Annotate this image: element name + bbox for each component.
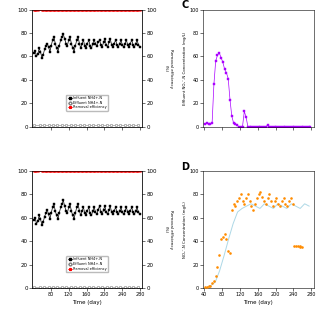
Point bbox=[300, 244, 305, 250]
Point bbox=[213, 274, 218, 279]
Point bbox=[220, 234, 225, 239]
Point bbox=[245, 192, 251, 197]
Point bbox=[244, 196, 249, 201]
Point bbox=[268, 199, 274, 204]
Point bbox=[240, 199, 245, 204]
Y-axis label: Removal efficiency
(%): Removal efficiency (%) bbox=[164, 210, 173, 249]
Point bbox=[206, 283, 211, 288]
Point bbox=[283, 201, 288, 206]
Point bbox=[210, 281, 215, 286]
Point bbox=[204, 284, 209, 289]
Point bbox=[286, 199, 292, 204]
Point bbox=[258, 189, 263, 195]
X-axis label: Time (day): Time (day) bbox=[72, 300, 102, 305]
Y-axis label: Removal efficiency
(%): Removal efficiency (%) bbox=[164, 49, 173, 88]
Point bbox=[231, 201, 236, 206]
Text: D: D bbox=[181, 162, 189, 172]
Point bbox=[297, 243, 302, 248]
Point bbox=[211, 278, 216, 284]
Point bbox=[276, 201, 281, 206]
Point bbox=[260, 194, 265, 199]
Point bbox=[270, 204, 276, 209]
Point bbox=[238, 192, 243, 197]
Point bbox=[295, 243, 300, 248]
Legend: Influent NH4+-N, Effluent NH4+-N, Removal efficiency: Influent NH4+-N, Effluent NH4+-N, Remova… bbox=[66, 95, 108, 111]
Point bbox=[285, 204, 290, 209]
Point bbox=[298, 244, 303, 250]
Point bbox=[247, 199, 252, 204]
Point bbox=[256, 192, 261, 197]
Point bbox=[290, 201, 295, 206]
Point bbox=[236, 196, 242, 201]
X-axis label: Time (day): Time (day) bbox=[244, 300, 273, 305]
Point bbox=[202, 284, 207, 289]
Point bbox=[242, 201, 247, 206]
Point bbox=[277, 204, 283, 209]
Point bbox=[294, 243, 299, 248]
Point bbox=[226, 248, 231, 253]
Point bbox=[217, 253, 222, 258]
Point bbox=[252, 201, 258, 206]
Point bbox=[228, 250, 233, 255]
Point bbox=[274, 196, 279, 201]
Point bbox=[208, 283, 213, 288]
Point bbox=[292, 243, 297, 248]
Y-axis label: NO₃⁻-N Concentration (mg/L): NO₃⁻-N Concentration (mg/L) bbox=[183, 201, 187, 258]
Point bbox=[235, 199, 240, 204]
Point bbox=[288, 196, 293, 201]
Point bbox=[254, 196, 260, 201]
Point bbox=[249, 204, 254, 209]
Point bbox=[222, 232, 227, 237]
Point bbox=[224, 236, 229, 241]
Point bbox=[229, 207, 234, 212]
Point bbox=[265, 196, 270, 201]
Point bbox=[263, 201, 268, 206]
Point bbox=[233, 204, 238, 209]
Point bbox=[272, 199, 277, 204]
Legend: Influent NH4+-N, Effluent NH4+-N, Removal efficiency: Influent NH4+-N, Effluent NH4+-N, Remova… bbox=[66, 256, 108, 272]
Point bbox=[261, 199, 267, 204]
Y-axis label: Effluent NO₂⁻-N Concentration (mg/L): Effluent NO₂⁻-N Concentration (mg/L) bbox=[183, 31, 187, 105]
Point bbox=[279, 199, 284, 204]
Point bbox=[281, 196, 286, 201]
Text: C: C bbox=[181, 0, 188, 11]
Point bbox=[215, 264, 220, 269]
Point bbox=[267, 192, 272, 197]
Point bbox=[219, 236, 224, 241]
Point bbox=[251, 207, 256, 212]
